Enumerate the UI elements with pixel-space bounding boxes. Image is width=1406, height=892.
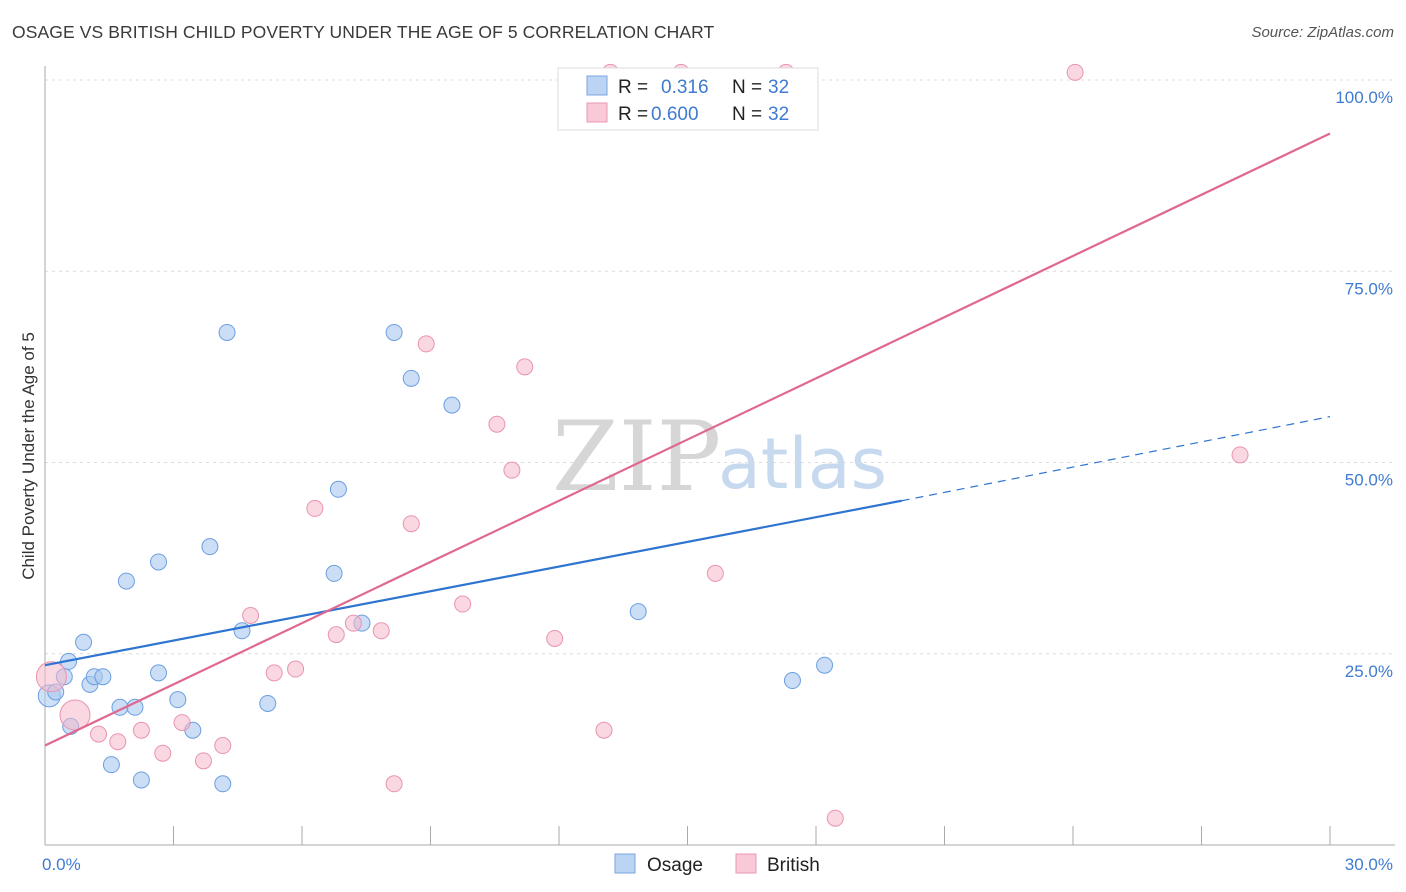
osage-point-21 [233,622,251,640]
osage-points [37,323,834,793]
source-label: Source: ZipAtlas.com [1251,24,1394,41]
british-point-20 [488,415,506,433]
osage-point-20 [218,323,236,341]
osage-point-8 [94,668,112,686]
osage-trendline-extension [901,416,1331,502]
chart-title: OSAGE VS BRITISH CHILD POVERTY UNDER THE… [12,22,715,42]
y-tick-label-3: 100.0% [1335,88,1393,107]
bottom-legend-osage-swatch [614,853,636,874]
british-point-11 [287,660,305,678]
british-point-25 [595,721,613,739]
osage-point-30 [783,672,801,690]
y-tick-label-1: 50.0% [1345,471,1393,490]
osage-point-14 [117,572,135,590]
british-point-19 [454,595,472,613]
bottom-legend-osage-label: Osage [647,855,703,876]
watermark-zip: ZIP [552,401,721,513]
british-point-27 [706,564,724,582]
british-point-16 [385,775,403,793]
british-point-1 [59,699,91,731]
watermark-atlas: atlas [718,423,887,505]
osage-point-29 [629,603,647,621]
british-point-22 [516,358,534,376]
bottom-legend-british-swatch [735,853,757,874]
british-point-14 [344,614,362,632]
british-point-10 [265,664,283,682]
legend-british-r-label: R = [618,104,648,125]
series-legend: Osage British [614,853,820,876]
osage-point-16 [169,691,187,709]
british-point-29 [826,809,844,827]
legend-osage-r-value: 0.316 [661,77,709,98]
axes [44,66,1395,846]
osage-point-18 [201,538,219,556]
legend-osage-n-value: 32 [768,77,789,98]
british-point-13 [327,626,345,644]
british-point-31 [1231,446,1249,464]
british-point-3 [109,733,127,751]
tick-labels: 25.0% 50.0% 75.0% 100.0% 0.0% 30.0% [42,88,1393,874]
osage-point-11 [102,756,120,774]
osage-point-13 [150,553,168,571]
british-point-12 [306,499,324,517]
british-point-5 [154,744,172,762]
british-point-0 [35,661,67,693]
osage-point-19 [214,775,232,793]
british-point-15 [372,622,390,640]
bottom-legend-british-label: British [767,855,820,876]
british-point-4 [132,721,150,739]
stats-legend: R = 0.316 N = 32 R = 0.600 N = 32 [557,67,819,131]
legend-osage-swatch [586,75,608,96]
british-point-6 [173,714,191,732]
y-tick-label-2: 75.0% [1345,279,1393,298]
legend-osage-n-label: N = [732,77,762,98]
osage-point-12 [132,771,150,789]
osage-point-28 [443,396,461,414]
x-tick-label-0: 0.0% [42,855,81,874]
osage-point-23 [329,480,347,498]
osage-point-22 [259,694,277,712]
british-point-30 [1066,63,1084,81]
british-point-18 [417,335,435,353]
x-tick-label-1: 30.0% [1345,855,1393,874]
british-points [35,63,1249,827]
british-point-2 [90,725,108,743]
legend-british-swatch [586,102,608,123]
british-point-9 [242,607,260,624]
british-point-7 [194,752,212,770]
legend-osage-r-label: R = [618,77,648,98]
osage-trendline [44,499,902,667]
osage-point-26 [385,323,403,341]
legend-british-n-label: N = [732,104,762,125]
osage-point-24 [325,564,343,582]
british-point-17 [402,515,420,533]
british-trendline [44,132,1331,747]
british-point-23 [546,629,564,647]
osage-point-4 [75,633,93,651]
british-point-8 [214,737,232,755]
y-tick-label-0: 25.0% [1345,662,1393,681]
legend-british-r-value: 0.600 [651,104,699,125]
british-point-21 [503,461,521,479]
y-axis-label: Child Poverty Under the Age of 5 [19,332,38,580]
osage-point-31 [816,656,834,674]
osage-point-27 [402,369,420,387]
legend-british-n-value: 32 [768,104,789,125]
regression-lines [44,132,1331,747]
osage-point-15 [150,664,168,682]
